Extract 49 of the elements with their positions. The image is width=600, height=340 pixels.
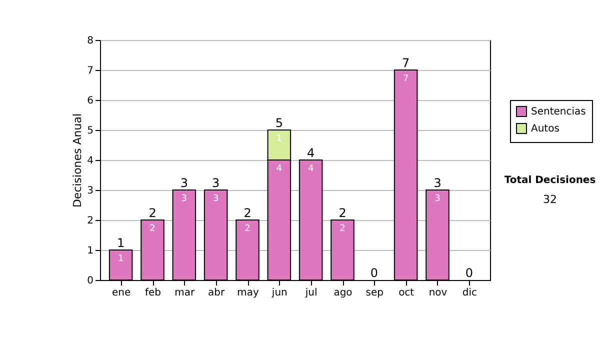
- y-tick-label: 8: [87, 36, 94, 46]
- x-tick-label: nov: [428, 288, 448, 298]
- data-label: 1: [118, 254, 124, 264]
- x-tick-label: abr: [208, 288, 226, 298]
- total-label: 4: [307, 146, 315, 160]
- total-label: 3: [180, 176, 188, 190]
- total-label: 2: [244, 206, 252, 220]
- y-tick-label: 5: [87, 126, 94, 136]
- data-label: 4: [276, 164, 282, 174]
- data-label: 4: [308, 164, 314, 174]
- total-label: 5: [275, 116, 283, 130]
- x-tick-label: dic: [462, 288, 477, 298]
- data-label: 3: [181, 194, 188, 204]
- y-tick-label: 6: [87, 96, 94, 106]
- data-label: 2: [244, 224, 250, 234]
- x-tick-label: ago: [334, 288, 352, 298]
- legend-label: Sentencias: [531, 106, 586, 118]
- y-tick-label: 3: [87, 186, 94, 196]
- total-label: 3: [434, 176, 442, 190]
- text: 0: [370, 266, 378, 280]
- data-label: 3: [212, 194, 219, 204]
- y-tick-label: 2: [87, 216, 94, 226]
- total-label: 2: [148, 206, 156, 220]
- x-tick-label: sep: [366, 288, 384, 298]
- x-tick-label: mar: [174, 288, 196, 298]
- text: Total Decisiones: [504, 175, 596, 186]
- y-tick-label: 4: [87, 156, 94, 166]
- x-tick-label: jul: [304, 288, 318, 298]
- total-label: 1: [117, 236, 125, 250]
- y-axis-title: Decisiones Anual: [71, 113, 84, 208]
- legend-label: Autos: [531, 124, 560, 134]
- total-label: 2: [338, 206, 346, 220]
- x-tick-label: feb: [144, 288, 162, 298]
- data-label: 1: [276, 134, 282, 144]
- x-tick-label: oct: [398, 288, 414, 298]
- data-label: 7: [402, 74, 409, 84]
- y-tick-label: 1: [87, 246, 94, 256]
- text: 32: [543, 193, 557, 206]
- x-tick-label: may: [237, 288, 259, 298]
- y-tick-label: 7: [87, 66, 94, 76]
- x-tick-label: ene: [112, 288, 131, 298]
- data-label: 2: [150, 224, 156, 234]
- text: 0: [465, 266, 473, 280]
- x-tick-label: jun: [270, 288, 288, 298]
- total-label: 3: [212, 176, 220, 190]
- data-label: 3: [434, 194, 440, 204]
- y-tick-label: 0: [87, 276, 94, 286]
- total-label: 7: [402, 56, 410, 70]
- data-label: 2: [340, 224, 346, 234]
